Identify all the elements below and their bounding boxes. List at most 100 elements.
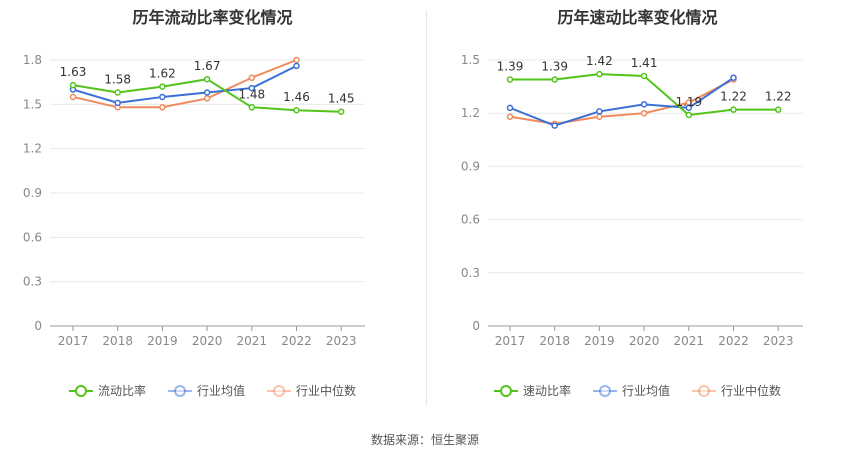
panel-divider bbox=[426, 10, 427, 406]
x-tick-label: 2017 bbox=[495, 334, 526, 348]
data-label: 1.42 bbox=[586, 54, 613, 68]
legend-swatch-marker bbox=[598, 384, 611, 397]
data-label: 1.45 bbox=[328, 92, 355, 106]
x-tick-label: 2019 bbox=[147, 334, 178, 348]
x-tick-label: 2018 bbox=[539, 334, 570, 348]
data-label: 1.41 bbox=[631, 56, 658, 70]
data-point bbox=[203, 75, 211, 83]
data-point bbox=[293, 56, 300, 64]
data-point bbox=[248, 84, 256, 92]
x-tick-label: 2018 bbox=[102, 334, 133, 348]
data-point bbox=[293, 106, 300, 114]
data-point bbox=[685, 111, 693, 119]
data-point bbox=[506, 104, 514, 112]
data-point bbox=[551, 122, 558, 129]
data-point bbox=[774, 106, 782, 113]
x-tick-label: 2019 bbox=[584, 334, 615, 348]
data-point bbox=[159, 93, 166, 101]
data-point bbox=[159, 83, 166, 90]
data-point bbox=[551, 76, 558, 83]
data-point bbox=[596, 113, 603, 120]
data-label: 1.22 bbox=[765, 90, 792, 104]
data-point bbox=[248, 74, 256, 81]
data-point bbox=[506, 113, 514, 120]
legend-item[interactable]: 行业均值 bbox=[592, 382, 670, 399]
chart-legend: 速动比率 行业均值 行业中位数 bbox=[425, 382, 850, 399]
y-tick-label: 0 bbox=[34, 319, 42, 333]
data-point bbox=[69, 81, 77, 89]
legend-item[interactable]: 速动比率 bbox=[493, 382, 571, 399]
data-point bbox=[596, 70, 603, 78]
data-source-note: 数据来源：恒生聚源 bbox=[370, 433, 479, 447]
data-label: 1.67 bbox=[194, 59, 221, 73]
x-tick-label: 2021 bbox=[237, 334, 268, 348]
legend-item[interactable]: 行业中位数 bbox=[267, 382, 356, 399]
data-point bbox=[640, 101, 648, 108]
data-label: 1.39 bbox=[541, 60, 568, 74]
series-line bbox=[72, 59, 297, 109]
data-label: 1.22 bbox=[720, 90, 747, 104]
data-point bbox=[640, 109, 648, 117]
series-line bbox=[509, 76, 735, 127]
y-tick-label: 0.6 bbox=[461, 213, 480, 227]
data-point bbox=[248, 104, 256, 111]
y-tick-label: 0 bbox=[472, 319, 480, 333]
data-point bbox=[685, 104, 693, 112]
legend-swatch bbox=[592, 384, 617, 397]
y-tick-label: 1.5 bbox=[461, 53, 480, 67]
quick-ratio-chart-panel: 历年速动比率变化情况 0 0.3 0.6 0.9 1.2 1.5 2017 2018 2019 2… bbox=[425, 0, 850, 420]
legend-swatch-marker bbox=[173, 384, 186, 397]
data-point bbox=[159, 104, 166, 111]
x-tick-label: 2023 bbox=[763, 334, 794, 348]
legend-swatch-marker bbox=[74, 384, 87, 397]
series-line bbox=[72, 65, 297, 104]
x-tick-label: 2022 bbox=[718, 334, 749, 348]
y-tick-label: 0.3 bbox=[23, 275, 42, 289]
data-point bbox=[293, 62, 300, 70]
data-point bbox=[114, 89, 121, 96]
x-tick-label: 2022 bbox=[281, 334, 312, 348]
legend-label: 行业均值 bbox=[196, 384, 245, 398]
legend-label: 行业均值 bbox=[621, 384, 670, 398]
legend-swatch-marker bbox=[273, 384, 285, 397]
data-point bbox=[730, 106, 737, 113]
x-tick-label: 2023 bbox=[326, 334, 357, 348]
x-tick-label: 2017 bbox=[58, 334, 89, 348]
chart-title: 历年速动比率变化情况 bbox=[557, 8, 718, 27]
current-ratio-chart: 0 0.3 0.6 0.9 1.2 1.5 1.8 2017 2018 2019 2020 2021 2… bbox=[23, 53, 365, 348]
data-point bbox=[337, 108, 345, 115]
legend-swatch-marker bbox=[698, 384, 710, 397]
legend-item[interactable]: 行业中位数 bbox=[692, 382, 781, 399]
data-point bbox=[730, 74, 737, 81]
chart-legend: 流动比率 行业均值 行业中位数 bbox=[0, 382, 425, 399]
current-ratio-chart-panel: 历年流动比率变化情况 0 0.3 0.6 0.9 1.2 1.5 1.8 2017 2018 20… bbox=[0, 0, 425, 420]
y-tick-label: 0.9 bbox=[23, 186, 42, 200]
data-label: 1.39 bbox=[497, 60, 524, 74]
legend-item[interactable]: 行业均值 bbox=[167, 382, 245, 399]
legend-swatch bbox=[68, 384, 93, 397]
data-point bbox=[69, 93, 77, 101]
y-tick-label: 0.9 bbox=[461, 159, 480, 173]
legend-swatch bbox=[267, 384, 291, 397]
y-tick-label: 1.2 bbox=[461, 106, 480, 120]
data-point bbox=[506, 76, 514, 83]
legend-swatch bbox=[167, 384, 192, 397]
x-tick-label: 2020 bbox=[629, 334, 660, 348]
legend-label: 流动比率 bbox=[97, 384, 146, 398]
chart-title: 历年流动比率变化情况 bbox=[132, 8, 293, 27]
legend-item[interactable]: 流动比率 bbox=[68, 382, 146, 399]
data-label: 1.46 bbox=[283, 90, 310, 104]
y-tick-label: 1.5 bbox=[23, 97, 42, 111]
x-tick-label: 2020 bbox=[192, 334, 223, 348]
legend-swatch bbox=[493, 384, 518, 397]
data-label: 1.48 bbox=[238, 87, 265, 101]
quick-ratio-chart: 0 0.3 0.6 0.9 1.2 1.5 2017 2018 2019 2020 2021 2022… bbox=[461, 53, 803, 348]
data-label: 1.58 bbox=[104, 73, 131, 87]
y-tick-label: 0.6 bbox=[23, 230, 42, 244]
legend-swatch-marker bbox=[499, 384, 512, 397]
legend-swatch bbox=[692, 384, 716, 397]
data-label: 1.63 bbox=[60, 65, 87, 79]
data-point bbox=[203, 95, 211, 102]
y-tick-label: 1.2 bbox=[23, 142, 42, 156]
data-point bbox=[596, 108, 603, 115]
